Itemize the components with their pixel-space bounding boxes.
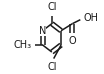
Text: Cl: Cl — [47, 2, 57, 12]
Text: O: O — [69, 36, 76, 46]
Text: N: N — [39, 26, 46, 36]
Text: CH₃: CH₃ — [13, 40, 31, 50]
Text: Cl: Cl — [47, 62, 57, 72]
Text: OH: OH — [84, 13, 99, 23]
